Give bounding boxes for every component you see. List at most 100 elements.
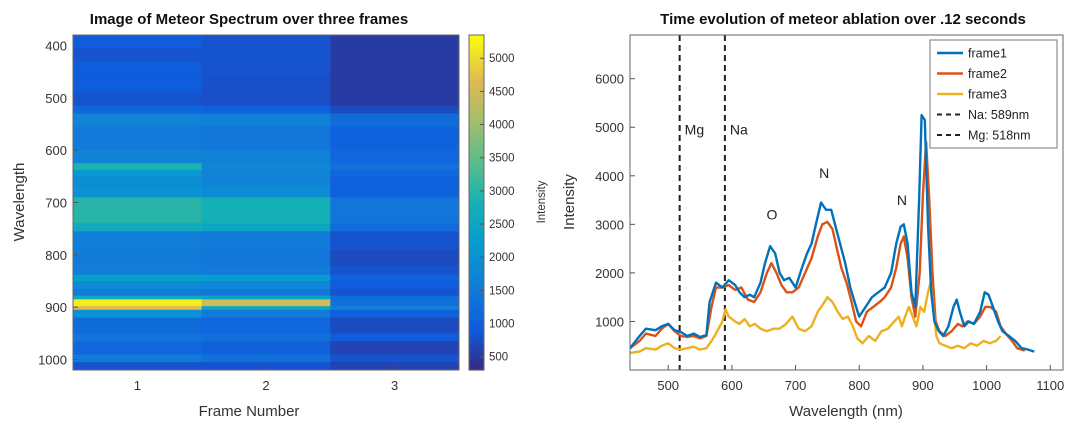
colorbar-segment bbox=[469, 366, 484, 371]
colorbar-segment bbox=[469, 246, 484, 250]
colorbar-segment bbox=[469, 336, 484, 341]
colorbar-segment bbox=[469, 356, 484, 361]
colorbar-segment bbox=[469, 346, 484, 351]
heatmap-cell bbox=[201, 223, 331, 232]
heatmap-cell bbox=[73, 48, 203, 62]
heatmap-cell bbox=[330, 105, 460, 115]
y-tick-label: 700 bbox=[45, 196, 67, 211]
heatmap-cell bbox=[330, 150, 460, 164]
colorbar-segment bbox=[469, 192, 484, 197]
heatmap-cell bbox=[73, 150, 203, 164]
heatmap-cell bbox=[73, 306, 203, 311]
line-chart-y-ticks: 1000 2000 3000 4000 5000 6000 bbox=[595, 72, 635, 329]
colorbar-segment bbox=[469, 138, 484, 143]
x-tick-label: 600 bbox=[721, 378, 743, 393]
reference-line-label: Na bbox=[730, 122, 748, 138]
colorbar-ticks: 500 1000 1500 2000 2500 3000 3500 4000 4500 5000 bbox=[480, 53, 515, 364]
colorbar-segment bbox=[469, 125, 484, 130]
colorbar-segment bbox=[469, 292, 484, 297]
colorbar-segment bbox=[469, 252, 484, 257]
heatmap-cell bbox=[73, 137, 203, 151]
colorbar-segment bbox=[469, 262, 484, 267]
colorbar-segment bbox=[469, 41, 484, 46]
heatmap-cell bbox=[201, 150, 331, 164]
heatmap-cell bbox=[201, 354, 331, 363]
heatmap-cell bbox=[330, 281, 460, 290]
heatmap-cells bbox=[73, 35, 460, 371]
peak-label: N bbox=[819, 165, 829, 181]
colorbar-segment bbox=[469, 353, 484, 358]
heatmap-cell bbox=[201, 306, 331, 311]
heatmap-cell bbox=[330, 223, 460, 232]
heatmap-cell bbox=[330, 288, 460, 297]
heatmap-x-ticks: 1 2 3 bbox=[134, 365, 398, 393]
colorbar-frame bbox=[468, 34, 485, 371]
colorbar-segment bbox=[469, 242, 484, 247]
legend-entry: Na: 589nm bbox=[968, 108, 1029, 122]
heatmap-cell bbox=[330, 265, 460, 276]
series-line-frame2 bbox=[630, 140, 1026, 352]
colorbar-segment bbox=[469, 272, 484, 277]
colorbar-segment bbox=[469, 219, 484, 224]
colorbar-segment bbox=[469, 175, 484, 180]
x-tick-label: 1 bbox=[134, 378, 141, 393]
heatmap-cell bbox=[330, 176, 460, 188]
colorbar-segment bbox=[469, 316, 484, 321]
heatmap-cell bbox=[330, 163, 460, 171]
y-tick-label: 6000 bbox=[595, 72, 624, 87]
colorbar-segment bbox=[469, 179, 484, 183]
colorbar-segment bbox=[469, 256, 484, 261]
heatmap-cell bbox=[330, 170, 460, 177]
colorbar-segment bbox=[469, 152, 484, 157]
y-tick-label: 3000 bbox=[595, 217, 624, 232]
colorbar-segment bbox=[469, 296, 484, 301]
x-tick-label: 500 bbox=[657, 378, 679, 393]
colorbar-segment bbox=[469, 359, 484, 364]
colorbar-segment bbox=[469, 266, 484, 271]
heatmap-cell bbox=[201, 274, 331, 282]
heatmap-y-ticks: 400 500 600 700 800 900 1000 bbox=[38, 38, 78, 368]
colorbar-segment bbox=[469, 212, 484, 217]
colorbar-segment bbox=[469, 225, 484, 230]
heatmap-cell bbox=[201, 48, 331, 62]
y-tick-label: 900 bbox=[45, 300, 67, 315]
colorbar-segment bbox=[469, 165, 484, 170]
y-tick-label: 5000 bbox=[595, 120, 624, 135]
line-chart-panel: Time evolution of meteor ablation over .… bbox=[561, 11, 1064, 420]
colorbar-segment bbox=[469, 349, 484, 354]
y-tick-label: 2000 bbox=[595, 266, 624, 281]
heatmap-cell bbox=[201, 176, 331, 188]
heatmap-cell bbox=[73, 126, 203, 138]
x-tick-label: 800 bbox=[848, 378, 870, 393]
colorbar-segment bbox=[469, 51, 484, 56]
colorbar-segment bbox=[469, 195, 484, 200]
heatmap-cell bbox=[330, 249, 460, 266]
colorbar-segment bbox=[469, 249, 484, 254]
heatmap-panel: Image of Meteor Spectrum over three fram… bbox=[11, 11, 548, 420]
colorbar-segment bbox=[469, 68, 484, 73]
heatmap-cell bbox=[201, 299, 331, 307]
heatmap-cell bbox=[330, 354, 460, 363]
legend-entry: Mg: 518nm bbox=[968, 129, 1031, 143]
heatmap-cell bbox=[73, 35, 203, 49]
y-tick-label: 800 bbox=[45, 248, 67, 263]
colorbar-segment bbox=[469, 155, 484, 160]
line-chart-title: Time evolution of meteor ablation over .… bbox=[660, 11, 1026, 28]
heatmap-cell bbox=[73, 92, 203, 107]
heatmap-cell bbox=[73, 113, 203, 128]
line-chart-x-label: Wavelength (nm) bbox=[789, 403, 903, 420]
heatmap-cell bbox=[73, 186, 203, 198]
colorbar-segment bbox=[469, 81, 484, 86]
colorbar-segment bbox=[469, 229, 484, 234]
colorbar-segment bbox=[469, 75, 484, 80]
x-tick-label: 2 bbox=[262, 378, 269, 393]
colorbar-segment bbox=[469, 35, 484, 39]
reference-lines: Na Mg bbox=[678, 35, 748, 370]
heatmap-cell bbox=[330, 186, 460, 198]
heatmap-cell bbox=[73, 197, 203, 224]
colorbar-segment bbox=[469, 205, 484, 210]
colorbar-segment bbox=[469, 189, 484, 194]
colorbar-segment bbox=[469, 115, 484, 120]
heatmap-cell bbox=[73, 223, 203, 232]
